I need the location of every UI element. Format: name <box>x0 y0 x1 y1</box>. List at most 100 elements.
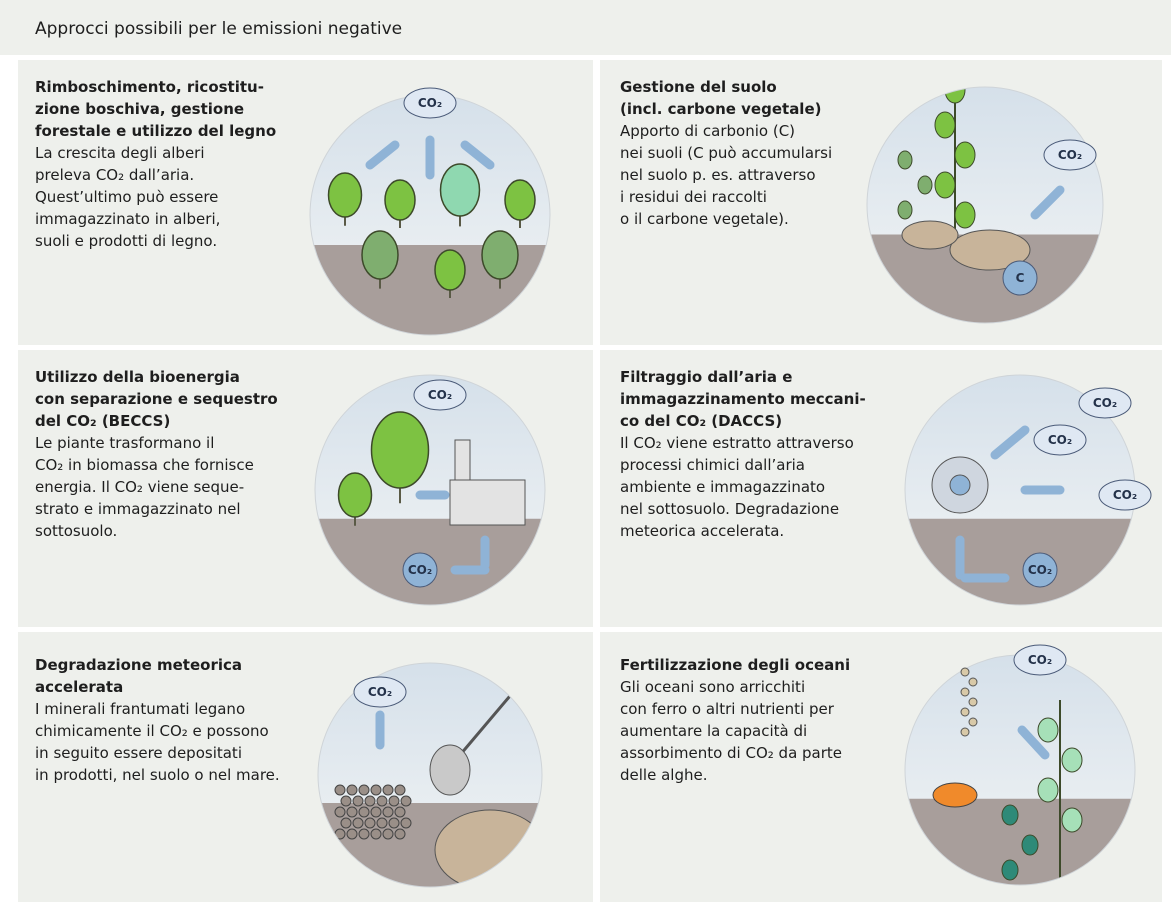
arrow <box>1017 725 1050 760</box>
panel-title: Filtraggio dall’aria e <box>620 368 792 386</box>
nutrient <box>960 667 970 677</box>
panel-body: Quest’ultimo può essere <box>35 188 218 206</box>
leaf <box>1001 859 1019 881</box>
panel-body: Le piante trasformano il <box>35 434 214 452</box>
leaf <box>917 175 933 195</box>
panel-title: zione boschiva, gestione <box>35 100 244 118</box>
illustration <box>315 375 545 605</box>
pebble <box>370 784 382 796</box>
panel-body: aumentare la capacità di <box>620 722 807 740</box>
panel-body: Apporto di carbonio (C) <box>620 122 795 140</box>
leaf <box>1061 747 1083 773</box>
nutrient <box>968 677 978 687</box>
icon-label: C <box>1016 271 1025 285</box>
panel-body: i residui dei raccolti <box>620 188 767 206</box>
panel-title: Fertilizzazione degli oceani <box>620 656 850 674</box>
leaf <box>1021 834 1039 856</box>
panel-body: assorbimento di CO₂ da parte <box>620 744 842 762</box>
illustration <box>905 655 1135 885</box>
pebble <box>376 795 388 807</box>
panel-body: meteorica accelerata. <box>620 522 784 540</box>
pebble <box>352 817 364 829</box>
panel-body: strato e immagazzinato nel <box>35 500 241 518</box>
pebble <box>400 795 412 807</box>
panel-body: energia. Il CO₂ viene seque- <box>35 478 244 496</box>
icon-label: CO₂ <box>1048 433 1072 447</box>
factory <box>449 479 526 526</box>
panel-title: Utilizzo della bioenergia <box>35 368 240 386</box>
tree <box>504 179 536 221</box>
icon-label: CO₂ <box>1113 488 1137 502</box>
pebble <box>346 828 358 840</box>
tree <box>361 230 399 280</box>
pebble <box>388 795 400 807</box>
shovel-handle <box>458 689 517 756</box>
pebble <box>346 784 358 796</box>
panel-title: (incl. carbone vegetale) <box>620 100 821 118</box>
circle-outline <box>314 374 546 606</box>
icon-label: CO₂ <box>428 388 452 402</box>
panel-body: I minerali frantumati legano <box>35 700 245 718</box>
tree <box>481 230 519 280</box>
panel-title: con separazione e sequestro <box>35 390 278 408</box>
panel-body: nei suoli (C può accumularsi <box>620 144 832 162</box>
nutrient <box>960 687 970 697</box>
panel-title: accelerata <box>35 678 123 696</box>
pebble <box>370 806 382 818</box>
panel-body: chimicamente il CO₂ e possono <box>35 722 269 740</box>
tree <box>439 163 481 217</box>
pebble <box>394 784 406 796</box>
pebble <box>370 828 382 840</box>
panel-body: nel suolo p. es. attraverso <box>620 166 816 184</box>
panel-body: nel sottosuolo. Degradazione <box>620 500 839 518</box>
arrow <box>1030 185 1065 220</box>
shovel-blade <box>429 744 471 796</box>
tree <box>327 172 363 218</box>
filter-core <box>949 474 971 496</box>
pebble <box>340 817 352 829</box>
leaf <box>954 201 976 229</box>
pebble <box>358 784 370 796</box>
panel-title: Gestione del suolo <box>620 78 777 96</box>
nutrient <box>968 717 978 727</box>
circle-outline <box>317 662 543 888</box>
leaf <box>934 171 956 199</box>
pebble <box>382 784 394 796</box>
pebble <box>364 795 376 807</box>
pebble <box>358 806 370 818</box>
icon-label: CO₂ <box>408 563 432 577</box>
nutrient <box>968 697 978 707</box>
mound <box>901 220 959 250</box>
pebble <box>376 817 388 829</box>
nutrient <box>960 727 970 737</box>
panel-body: Gli oceani sono arricchiti <box>620 678 805 696</box>
chimney <box>454 439 471 481</box>
pebble <box>382 828 394 840</box>
pebble <box>340 795 352 807</box>
leaf <box>1037 717 1059 743</box>
icon-label: CO₂ <box>368 685 392 699</box>
arrow <box>365 140 400 170</box>
pebble <box>346 806 358 818</box>
arrow <box>990 425 1030 460</box>
circle-outline <box>866 86 1104 324</box>
icon-label: CO₂ <box>1058 148 1082 162</box>
icon-label: CO₂ <box>418 96 442 110</box>
header-band <box>0 0 1171 55</box>
tree <box>370 411 430 489</box>
cloud <box>1033 424 1087 456</box>
cloud <box>353 676 407 708</box>
panel-title: del CO₂ (BECCS) <box>35 412 170 430</box>
pebble <box>400 817 412 829</box>
panel-title: co del CO₂ (DACCS) <box>620 412 782 430</box>
leaf <box>897 150 913 170</box>
panel-body: delle alghe. <box>620 766 707 784</box>
pebble <box>352 795 364 807</box>
cloud <box>1013 644 1067 676</box>
arrow <box>460 140 495 170</box>
panel-body: Il CO₂ viene estratto attraverso <box>620 434 854 452</box>
tree <box>384 179 416 221</box>
pebble <box>382 806 394 818</box>
panel-body: CO₂ in biomassa che fornisce <box>35 456 254 474</box>
